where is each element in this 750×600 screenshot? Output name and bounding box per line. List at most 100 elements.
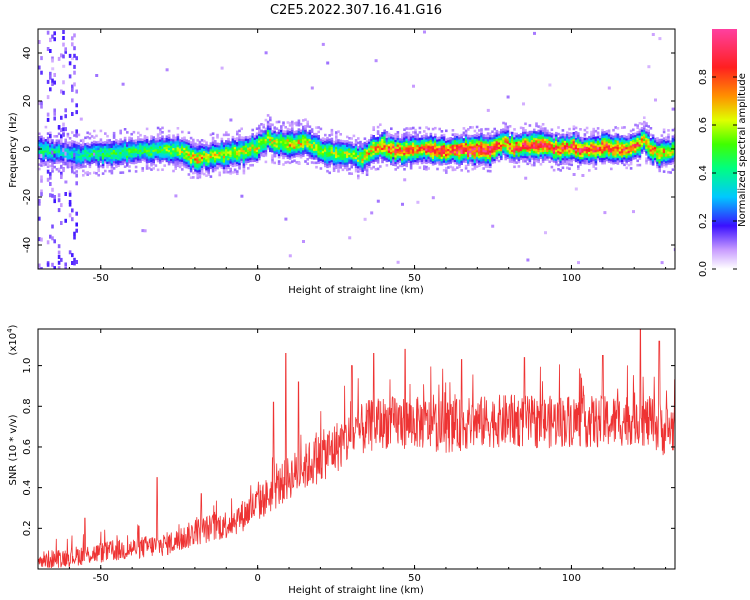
heatmap-cell	[407, 147, 411, 150]
heatmap-cell	[128, 152, 131, 155]
heatmap-cell	[515, 161, 518, 164]
heatmap-cell	[522, 133, 525, 137]
heatmap-cell	[533, 141, 536, 145]
heatmap-cell	[148, 147, 151, 150]
heatmap-cell	[251, 139, 254, 143]
heatmap-cell	[526, 147, 529, 150]
heatmap-smear	[40, 56, 43, 61]
heatmap-cell	[634, 150, 637, 153]
heatmap-cell	[526, 136, 529, 139]
heatmap-cell	[139, 158, 142, 161]
heatmap-cell	[198, 175, 202, 179]
heatmap-cell	[370, 143, 373, 146]
heatmap-cell	[409, 162, 413, 166]
heatmap-cell	[299, 153, 303, 157]
heatmap-cell	[500, 153, 503, 156]
x-tick-label: 100	[562, 273, 581, 284]
heatmap-cell	[46, 138, 50, 142]
heatmap-cell	[610, 154, 613, 157]
heatmap-cell	[405, 151, 408, 154]
heatmap-cell	[154, 146, 158, 150]
heatmap-cell	[174, 147, 177, 151]
heatmap-cell	[308, 129, 312, 133]
heatmap-cell	[572, 140, 576, 144]
heatmap-cell	[108, 169, 111, 173]
heatmap-cell	[429, 146, 433, 149]
heatmap-cell	[211, 147, 215, 151]
heatmap-cell	[90, 146, 94, 149]
heatmap-cell	[229, 156, 232, 160]
heatmap-cell	[383, 131, 386, 135]
heatmap-cell	[654, 159, 657, 163]
heatmap-cell	[363, 137, 367, 140]
heatmap-cell	[568, 163, 571, 166]
heatmap-cell	[251, 148, 254, 152]
heatmap-cell	[55, 141, 59, 145]
x-tick-label: 50	[408, 273, 421, 284]
heatmap-cell	[203, 146, 206, 149]
heatmap-cell	[295, 152, 298, 155]
heatmap-cell	[216, 155, 219, 159]
heatmap-cell	[269, 134, 272, 137]
heatmap-cell	[185, 148, 188, 151]
heatmap-smear	[46, 79, 50, 84]
heatmap-cell	[233, 142, 237, 145]
heatmap-smear	[71, 98, 74, 103]
heatmap-cell	[467, 134, 470, 138]
heatmap-cell	[370, 145, 373, 148]
heatmap-cell	[148, 158, 151, 161]
heatmap-cell	[280, 136, 283, 139]
heatmap-cell	[574, 144, 578, 147]
heatmap-cell	[623, 145, 626, 149]
heatmap-cell	[394, 135, 397, 138]
heatmap-smear	[60, 164, 63, 169]
heatmap-cell	[614, 143, 617, 147]
heatmap-cell	[337, 159, 340, 162]
heatmap-cell	[629, 138, 633, 142]
heatmap-cell	[88, 132, 92, 136]
heatmap-cell	[264, 149, 268, 153]
heatmap-cell	[502, 130, 505, 134]
heatmap-cell	[236, 139, 239, 142]
heatmap-cell	[592, 134, 595, 137]
heatmap-cell	[304, 127, 307, 130]
heatmap-cell	[434, 126, 437, 130]
heatmap-cell	[636, 141, 639, 145]
heatmap-cell	[385, 148, 389, 152]
heatmap-cell	[185, 152, 188, 156]
heatmap-cell	[530, 157, 534, 160]
heatmap-cell	[403, 161, 406, 164]
heatmap-cell	[233, 164, 237, 167]
heatmap-cell	[266, 142, 270, 146]
heatmap-cell	[497, 146, 501, 150]
heatmap-cell	[295, 134, 298, 138]
heatmap-cell	[106, 139, 109, 142]
heatmap-cell	[121, 155, 125, 159]
heatmap-cell	[372, 143, 375, 147]
heatmap-cell	[152, 145, 155, 148]
heatmap-cell	[291, 144, 294, 148]
heatmap-cell	[167, 134, 171, 137]
heatmap-cell	[297, 132, 301, 136]
heatmap-cell	[335, 148, 338, 152]
heatmap-cell	[623, 134, 626, 138]
heatmap-cell	[343, 142, 347, 145]
heatmap-cell	[238, 149, 241, 152]
heatmap-cell	[508, 160, 512, 163]
heatmap-cell	[271, 158, 274, 162]
heatmap-cell	[198, 156, 202, 159]
heatmap-cell	[225, 162, 228, 165]
heatmap-cell	[601, 131, 604, 134]
heatmap-cell	[326, 139, 329, 142]
heatmap-cell	[229, 143, 232, 147]
heatmap-cell	[161, 144, 164, 147]
heatmap-cell	[196, 169, 199, 173]
heatmap-cell	[293, 155, 296, 158]
heatmap-cell	[205, 159, 208, 162]
heatmap-cell	[605, 132, 609, 135]
heatmap-cell	[671, 135, 675, 138]
heatmap-cell	[480, 148, 483, 151]
heatmap-cell	[269, 118, 272, 122]
heatmap-cell	[115, 147, 118, 151]
heatmap-cell	[484, 149, 488, 153]
